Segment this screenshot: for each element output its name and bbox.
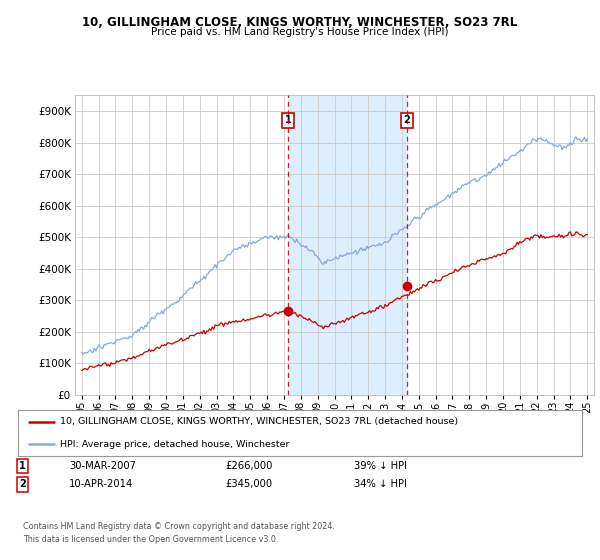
Text: Contains HM Land Registry data © Crown copyright and database right 2024.
This d: Contains HM Land Registry data © Crown c…: [23, 522, 335, 544]
Text: £345,000: £345,000: [225, 479, 272, 489]
Text: 30-MAR-2007: 30-MAR-2007: [69, 461, 136, 471]
Text: 10, GILLINGHAM CLOSE, KINGS WORTHY, WINCHESTER, SO23 7RL (detached house): 10, GILLINGHAM CLOSE, KINGS WORTHY, WINC…: [60, 417, 458, 426]
Text: 1: 1: [285, 115, 292, 125]
Text: Price paid vs. HM Land Registry's House Price Index (HPI): Price paid vs. HM Land Registry's House …: [151, 27, 449, 37]
Text: £266,000: £266,000: [225, 461, 272, 471]
Text: HPI: Average price, detached house, Winchester: HPI: Average price, detached house, Winc…: [60, 440, 290, 449]
Text: 1: 1: [19, 461, 26, 471]
Text: 10-APR-2014: 10-APR-2014: [69, 479, 133, 489]
Bar: [288, 95, 407, 395]
Text: 2: 2: [19, 479, 26, 489]
Text: 34% ↓ HPI: 34% ↓ HPI: [354, 479, 407, 489]
Text: 10, GILLINGHAM CLOSE, KINGS WORTHY, WINCHESTER, SO23 7RL: 10, GILLINGHAM CLOSE, KINGS WORTHY, WINC…: [82, 16, 518, 29]
Text: 39% ↓ HPI: 39% ↓ HPI: [354, 461, 407, 471]
Text: 2: 2: [403, 115, 410, 125]
